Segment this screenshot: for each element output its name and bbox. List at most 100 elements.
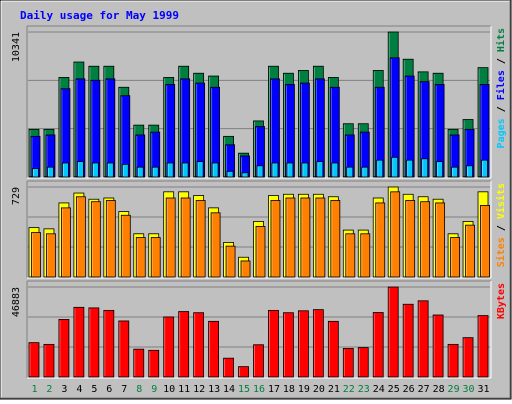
bar-sites-3 — [61, 207, 71, 278]
bar-kbytes-13 — [208, 320, 219, 378]
x-tick-label-16: 16 — [253, 384, 265, 395]
legend-part-1: / — [496, 219, 507, 237]
bar-kbytes-18 — [283, 312, 294, 378]
bar-kbytes-22 — [342, 347, 354, 378]
panel-hits-legend: Pages / Files / Hits — [495, 28, 507, 148]
bar-sites-20 — [315, 197, 326, 278]
panel-hits-ymax-label: 10341 — [11, 32, 22, 62]
bar-sites-2 — [46, 233, 56, 278]
bar-sites-11 — [180, 197, 191, 278]
x-tick-label-21: 21 — [328, 384, 340, 395]
bar-kbytes-29 — [447, 343, 459, 378]
bar-sites-26 — [405, 200, 416, 278]
bar-sites-18 — [285, 197, 296, 278]
bar-kbytes-28 — [432, 314, 444, 378]
bar-pages-9 — [151, 166, 159, 178]
bar-pages-17 — [271, 162, 279, 178]
bar-kbytes-7 — [118, 320, 130, 378]
legend-part-0: Pages — [496, 118, 507, 148]
series-files — [30, 57, 490, 178]
series-kbytes — [28, 286, 489, 378]
panel-visits-ymax-label: 729 — [11, 187, 22, 205]
bar-kbytes-1 — [28, 342, 40, 378]
bar-pages-6 — [106, 162, 114, 178]
x-tick-label-3: 3 — [61, 384, 67, 395]
bar-pages-30 — [466, 165, 473, 178]
bar-sites-25 — [390, 191, 401, 278]
bar-pages-16 — [256, 165, 264, 178]
bar-kbytes-4 — [73, 306, 85, 378]
x-tick-label-29: 29 — [448, 384, 460, 395]
panel-visits-legend: Sites / Visits — [495, 183, 507, 267]
panel-hits: 10341 Pages / Files / Hits — [11, 25, 507, 179]
x-tick-label-8: 8 — [136, 384, 142, 395]
x-tick-label-26: 26 — [403, 384, 415, 395]
x-tick-label-17: 17 — [268, 384, 280, 395]
x-tick-label-2: 2 — [46, 384, 52, 395]
panel-kbytes-ymax-label: 46883 — [11, 287, 22, 317]
bar-kbytes-30 — [462, 337, 474, 378]
bar-kbytes-15 — [238, 366, 249, 378]
x-tick-label-20: 20 — [313, 384, 325, 395]
bar-pages-25 — [391, 156, 399, 178]
x-tick-label-22: 22 — [343, 384, 355, 395]
bar-sites-4 — [75, 196, 86, 278]
x-tick-label-23: 23 — [358, 384, 370, 395]
bar-pages-29 — [451, 166, 458, 178]
bar-sites-9 — [150, 237, 161, 278]
x-tick-label-31: 31 — [477, 384, 489, 395]
legend-part-4: Hits — [495, 28, 507, 52]
bar-sites-21 — [330, 200, 341, 278]
bar-sites-13 — [210, 212, 221, 278]
bar-pages-20 — [316, 161, 324, 178]
chart-title: Daily usage for May 1999 — [20, 9, 179, 22]
bar-pages-12 — [196, 161, 204, 178]
x-tick-label-15: 15 — [238, 384, 250, 395]
x-tick-label-14: 14 — [223, 384, 235, 395]
bar-sites-5 — [90, 201, 101, 278]
x-tick-label-6: 6 — [106, 384, 112, 395]
bar-pages-14 — [226, 170, 234, 178]
bar-sites-10 — [165, 197, 176, 278]
legend-part-2: Files — [495, 70, 507, 100]
bar-sites-23 — [360, 233, 371, 278]
bar-sites-22 — [345, 233, 356, 278]
bar-pages-1 — [32, 168, 39, 178]
panel-kbytes-legend: KBytes — [496, 283, 507, 319]
bar-kbytes-26 — [402, 303, 414, 378]
bar-kbytes-12 — [193, 312, 205, 378]
series-pages — [32, 156, 488, 178]
bar-kbytes-6 — [103, 309, 115, 378]
bar-sites-12 — [195, 200, 206, 278]
bar-sites-31 — [480, 204, 490, 278]
bar-pages-24 — [376, 159, 384, 178]
bar-kbytes-27 — [417, 300, 429, 378]
x-tick-label-12: 12 — [193, 384, 205, 395]
bar-pages-8 — [136, 166, 144, 178]
bar-sites-28 — [435, 202, 446, 278]
bar-pages-26 — [406, 159, 414, 178]
bar-kbytes-24 — [372, 312, 384, 378]
bar-kbytes-20 — [312, 309, 324, 378]
x-tick-label-19: 19 — [298, 384, 310, 395]
bar-sites-1 — [31, 232, 41, 278]
x-tick-label-24: 24 — [373, 384, 385, 395]
legend-part-3: / — [496, 52, 507, 70]
bar-pages-28 — [436, 161, 444, 178]
bar-sites-14 — [225, 245, 236, 278]
bar-kbytes-25 — [387, 286, 399, 378]
x-tick-label-10: 10 — [163, 384, 175, 395]
bar-kbytes-3 — [58, 319, 70, 378]
bar-sites-19 — [300, 197, 311, 278]
bar-kbytes-10 — [163, 316, 175, 378]
panel-visits: 729 Sites / Visits — [11, 180, 507, 279]
x-tick-label-30: 30 — [463, 384, 475, 395]
bar-kbytes-14 — [223, 357, 234, 378]
bar-pages-11 — [181, 162, 189, 178]
bar-pages-23 — [361, 166, 369, 178]
bar-pages-13 — [211, 162, 219, 178]
bar-pages-19 — [301, 162, 309, 178]
bar-kbytes-19 — [298, 310, 309, 378]
legend-part-0: KBytes — [496, 283, 507, 319]
